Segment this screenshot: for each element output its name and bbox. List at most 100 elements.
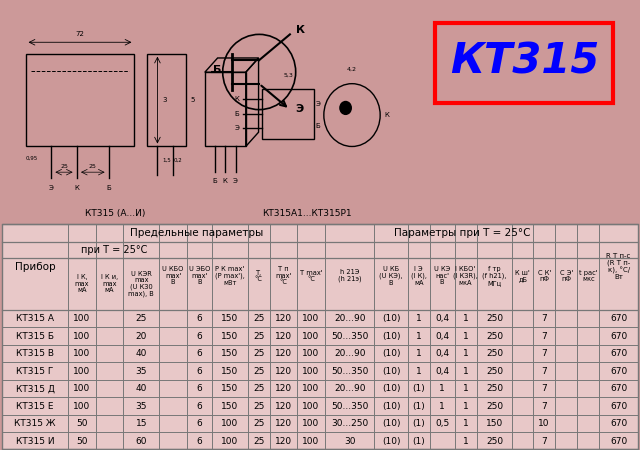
Text: 6: 6 [196,437,202,446]
Text: 100: 100 [303,314,319,323]
Text: U ЭБО
max'
В: U ЭБО max' В [189,266,210,285]
Text: 1,5: 1,5 [162,158,171,163]
Text: Э: Э [315,101,320,107]
Text: 670: 670 [610,314,627,323]
Text: К ш'
дБ: К ш' дБ [515,270,530,282]
Text: К: К [223,178,228,184]
Text: 100: 100 [74,332,91,341]
Text: 120: 120 [275,314,292,323]
Text: 150: 150 [221,349,238,358]
Text: КТ315 Е: КТ315 Е [17,402,54,411]
Text: 120: 120 [275,349,292,358]
Text: 100: 100 [74,402,91,411]
Text: 0,4: 0,4 [435,367,449,376]
Text: U КЭR
max
(U КЗ0
max), В: U КЭR max (U КЗ0 max), В [129,270,154,297]
Text: 150: 150 [221,314,238,323]
Text: 150: 150 [221,367,238,376]
Text: (10): (10) [382,419,400,428]
Text: 6: 6 [196,332,202,341]
Text: 6: 6 [196,384,202,393]
Text: T,
°С: T, °С [255,270,262,282]
Text: Предельные параметры: Предельные параметры [130,228,263,238]
Text: 5: 5 [191,97,195,103]
Text: 100: 100 [303,437,319,446]
Text: 0,4: 0,4 [435,349,449,358]
Text: 670: 670 [610,349,627,358]
Text: 60: 60 [136,437,147,446]
Text: 120: 120 [275,384,292,393]
Text: КТ315 Б: КТ315 Б [16,332,54,341]
Text: КТ315 Д: КТ315 Д [15,384,54,393]
Text: С К'
пФ: С К' пФ [538,270,551,282]
Text: 6: 6 [196,402,202,411]
Text: 100: 100 [74,349,91,358]
Text: КТ315: КТ315 [450,40,600,82]
Text: 20...90: 20...90 [334,314,365,323]
Text: (10): (10) [382,332,400,341]
Text: К: К [296,25,305,36]
Text: 670: 670 [610,384,627,393]
Text: 1: 1 [439,384,445,393]
Bar [26,54,134,147]
Text: (1): (1) [412,402,425,411]
Text: 4,2: 4,2 [347,67,357,72]
Text: 120: 120 [275,419,292,428]
Text: 25: 25 [253,314,264,323]
Text: Б: Б [106,185,111,191]
Text: 0,5: 0,5 [435,419,449,428]
Text: 50...350: 50...350 [331,332,369,341]
Text: (10): (10) [382,437,400,446]
Text: Б: Б [235,111,239,117]
Text: 35: 35 [136,402,147,411]
Text: (1): (1) [412,419,425,428]
Text: 100: 100 [303,384,319,393]
Text: 25: 25 [253,384,264,393]
Text: 1: 1 [416,332,422,341]
Text: 30...250: 30...250 [331,419,368,428]
Text: 150: 150 [221,332,238,341]
Text: T max'
°С: T max' °С [300,270,323,282]
Text: КТ315 В: КТ315 В [16,349,54,358]
Text: T п
max'
°С: T п max' °С [275,266,292,285]
Text: U КБ
(U КЭ),
В: U КБ (U КЭ), В [380,266,403,286]
Text: 1: 1 [463,332,468,341]
Text: 6: 6 [196,419,202,428]
Text: 250: 250 [486,384,503,393]
Text: 100: 100 [221,437,238,446]
Text: 670: 670 [610,332,627,341]
Text: 25: 25 [253,332,264,341]
Text: 150: 150 [486,419,503,428]
Text: 50...350: 50...350 [331,402,369,411]
Text: (10): (10) [382,314,400,323]
Text: I К и,
max
мА: I К и, max мА [101,274,118,293]
Text: 670: 670 [610,402,627,411]
Text: 120: 120 [275,437,292,446]
Text: 25: 25 [253,402,264,411]
Text: R Т п-с
(R Т п-
к), °С/
Вт: R Т п-с (R Т п- к), °С/ Вт [607,253,631,280]
Text: 5,3: 5,3 [283,73,293,78]
Text: 1: 1 [416,314,422,323]
Text: Параметры при Т = 25°С: Параметры при Т = 25°С [394,228,531,238]
Text: 20...90: 20...90 [334,349,365,358]
Text: I КБО'
(I КЗR),
мкА: I КБО' (I КЗR), мкА [453,266,478,286]
Text: 30: 30 [344,437,355,446]
Text: 1: 1 [463,349,468,358]
Circle shape [339,101,352,115]
Text: (1): (1) [412,384,425,393]
Text: 150: 150 [221,402,238,411]
Text: К: К [74,185,79,191]
Text: 25: 25 [253,367,264,376]
Text: 7: 7 [541,437,547,446]
Text: 40: 40 [136,384,147,393]
Text: К: К [384,112,389,118]
Text: Э: Э [49,185,54,191]
Text: 250: 250 [486,367,503,376]
Text: 15: 15 [136,419,147,428]
Text: 100: 100 [303,332,319,341]
Text: КТ315 И: КТ315 И [16,437,54,446]
Text: 250: 250 [486,349,503,358]
Text: 0,95: 0,95 [26,155,38,160]
Text: 7: 7 [541,384,547,393]
Text: 0,4: 0,4 [435,314,449,323]
Text: (10): (10) [382,349,400,358]
